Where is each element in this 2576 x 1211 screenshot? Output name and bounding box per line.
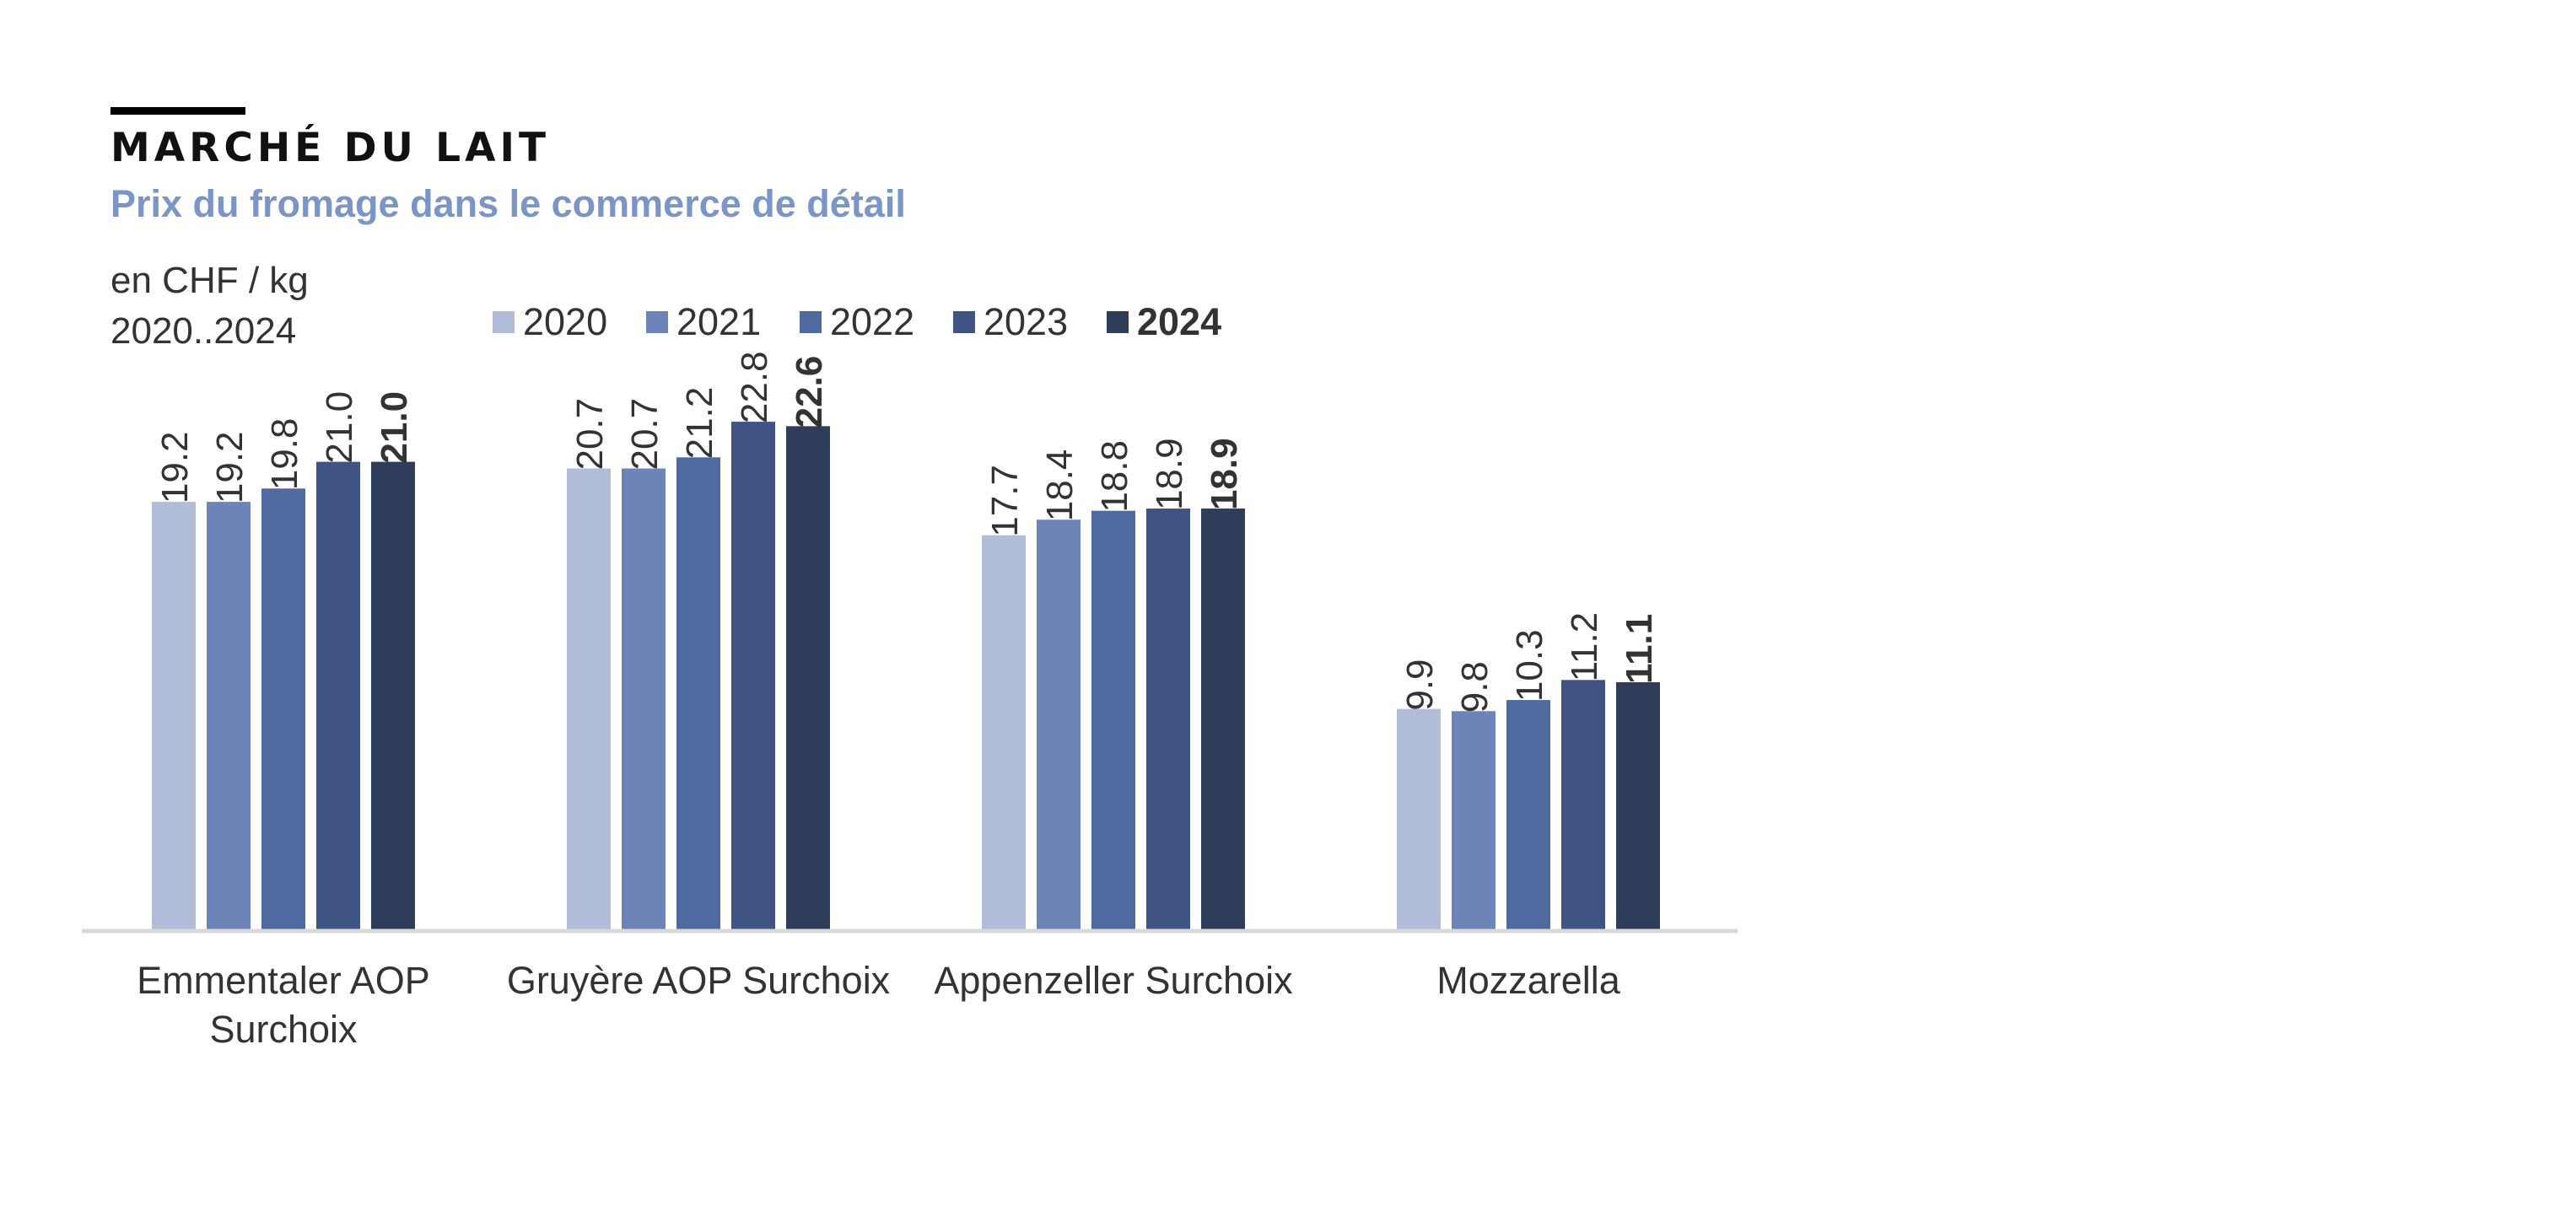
bar-mozzarella-2020 (1397, 708, 1441, 929)
value-label-mozzarella-2023: 11.2 (1564, 612, 1605, 681)
bar-mozzarella-2024 (1616, 681, 1660, 929)
period-label: 2020..2024 (110, 310, 297, 352)
bar-emmentaler-aop-surchoix-2020 (152, 502, 196, 929)
unit-block: en CHF / kg 2020..2024 (110, 256, 309, 357)
value-label-gruyere-aop-surchoix-2022: 21.2 (679, 387, 720, 460)
category-label-appenzeller-surchoix: Appenzeller Surchoix (934, 959, 1293, 1002)
legend-label-2021: 2021 (676, 300, 761, 343)
bar-gruyere-aop-surchoix-2021 (622, 468, 666, 929)
bar-mozzarella-2023 (1561, 680, 1605, 929)
legend-label-2023: 2023 (984, 300, 1068, 343)
category-label-emmentaler-aop-surchoix: Emmentaler AOP Surchoix (137, 959, 430, 1051)
bar-gruyere-aop-surchoix-2024 (786, 426, 830, 929)
chart-title: MARCHÉ DU LAIT (110, 125, 551, 171)
value-label-emmentaler-aop-surchoix-2023: 21.0 (319, 391, 360, 464)
legend-swatch-2020 (493, 311, 515, 333)
bar-mozzarella-2022 (1506, 700, 1550, 929)
bar-mozzarella-2021 (1452, 711, 1495, 929)
category-label-mozzarella: Mozzarella (1436, 959, 1621, 1002)
value-label-mozzarella-2020: 9.9 (1399, 659, 1441, 710)
legend-swatch-2023 (953, 311, 975, 333)
legend-swatch-2021 (646, 311, 668, 333)
value-label-appenzeller-surchoix-2022: 18.8 (1094, 440, 1135, 513)
value-label-gruyere-aop-surchoix-2024: 22.6 (789, 356, 830, 428)
legend-label-2024: 2024 (1137, 300, 1221, 343)
value-label-mozzarella-2021: 9.8 (1454, 661, 1495, 713)
value-label-appenzeller-surchoix-2021: 18.4 (1039, 449, 1081, 522)
value-label-emmentaler-aop-surchoix-2024: 21.0 (374, 391, 415, 464)
title-accent-bar (110, 107, 245, 115)
value-label-appenzeller-surchoix-2020: 17.7 (984, 465, 1026, 537)
value-label-emmentaler-aop-surchoix-2022: 19.8 (264, 418, 305, 491)
value-label-mozzarella-2022: 10.3 (1509, 629, 1550, 702)
value-label-emmentaler-aop-surchoix-2020: 19.2 (154, 431, 196, 503)
bar-gruyere-aop-surchoix-2022 (676, 457, 720, 929)
bar-appenzeller-surchoix-2024 (1201, 509, 1245, 929)
legend-label-2022: 2022 (830, 300, 914, 343)
value-label-emmentaler-aop-surchoix-2021: 19.2 (209, 431, 251, 503)
value-label-gruyere-aop-surchoix-2021: 20.7 (624, 398, 666, 471)
value-label-appenzeller-surchoix-2024: 18.9 (1204, 438, 1245, 510)
bar-gruyere-aop-surchoix-2023 (731, 422, 775, 930)
value-label-mozzarella-2024: 11.1 (1619, 614, 1660, 684)
bar-gruyere-aop-surchoix-2020 (567, 468, 611, 929)
bar-appenzeller-surchoix-2023 (1146, 509, 1190, 929)
bar-appenzeller-surchoix-2020 (982, 535, 1026, 929)
bar-emmentaler-aop-surchoix-2022 (261, 488, 305, 929)
value-label-gruyere-aop-surchoix-2020: 20.7 (569, 398, 611, 471)
bar-emmentaler-aop-surchoix-2024 (371, 461, 415, 929)
legend-label-2020: 2020 (523, 300, 607, 343)
bar-emmentaler-aop-surchoix-2023 (316, 461, 360, 929)
category-label-gruyere-aop-surchoix: Gruyère AOP Surchoix (507, 959, 891, 1002)
value-label-appenzeller-surchoix-2023: 18.9 (1149, 438, 1190, 510)
bar-emmentaler-aop-surchoix-2021 (207, 502, 251, 929)
legend-swatch-2024 (1107, 311, 1129, 333)
chart-subtitle: Prix du fromage dans le commerce de déta… (110, 182, 906, 225)
bar-appenzeller-surchoix-2022 (1091, 510, 1135, 929)
value-label-gruyere-aop-surchoix-2023: 22.8 (734, 351, 775, 423)
unit-label: en CHF / kg (110, 260, 309, 301)
bar-appenzeller-surchoix-2021 (1037, 519, 1081, 929)
legend-swatch-2022 (800, 311, 822, 333)
